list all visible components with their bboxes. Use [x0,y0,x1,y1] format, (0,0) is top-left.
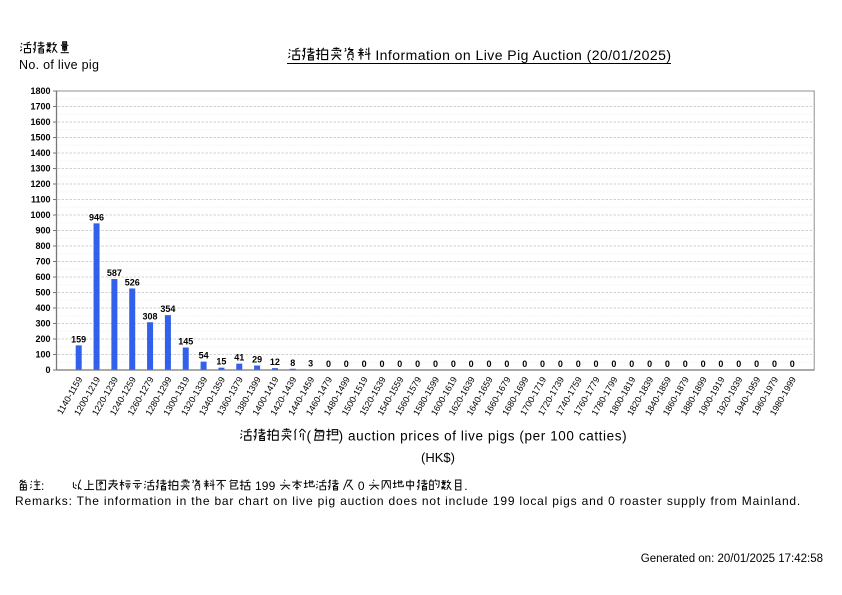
svg-text:8: 8 [290,358,295,368]
svg-text:0: 0 [362,359,367,369]
svg-text:0: 0 [576,359,581,369]
svg-text:0: 0 [326,359,331,369]
svg-text:0: 0 [558,359,563,369]
svg-text:0: 0 [397,359,402,369]
svg-text:800: 800 [35,241,50,251]
svg-text:41: 41 [234,353,244,363]
svg-text:0: 0 [701,359,706,369]
svg-text:3: 3 [308,359,313,369]
svg-text:400: 400 [35,303,50,313]
svg-text:946: 946 [89,212,104,222]
svg-text:0: 0 [629,359,634,369]
svg-text:0: 0 [487,359,492,369]
svg-text:1800: 1800 [30,86,50,96]
svg-text:0: 0 [379,359,384,369]
svg-text:0: 0 [433,359,438,369]
svg-text:0: 0 [540,359,545,369]
svg-text:1400: 1400 [30,148,50,158]
svg-text:1600: 1600 [30,117,50,127]
svg-text:1200: 1200 [30,179,50,189]
svg-text:0: 0 [451,359,456,369]
svg-text:1300: 1300 [30,164,50,174]
svg-text:0: 0 [683,359,688,369]
svg-text:145: 145 [178,337,193,347]
svg-text:0: 0 [647,359,652,369]
svg-text:0: 0 [504,359,509,369]
svg-text:1000: 1000 [30,210,50,220]
svg-text:200: 200 [35,334,50,344]
svg-text:159: 159 [71,334,86,344]
svg-text:300: 300 [35,319,50,329]
svg-text:0: 0 [611,359,616,369]
svg-text:0: 0 [45,365,50,375]
svg-text:0: 0 [665,359,670,369]
svg-text:0: 0 [754,359,759,369]
svg-text:700: 700 [35,257,50,267]
svg-text:1100: 1100 [31,195,51,205]
svg-text:526: 526 [125,277,140,287]
svg-text:0: 0 [790,359,795,369]
svg-text:29: 29 [252,355,262,365]
svg-text:587: 587 [107,268,122,278]
svg-text:354: 354 [160,304,175,314]
svg-text:100: 100 [35,350,50,360]
svg-text:0: 0 [736,359,741,369]
svg-text:0: 0 [718,359,723,369]
svg-text:12: 12 [270,357,280,367]
svg-text:1500: 1500 [30,133,50,143]
svg-text:900: 900 [35,226,50,236]
svg-text:0: 0 [469,359,474,369]
svg-text:0: 0 [522,359,527,369]
svg-text:308: 308 [143,311,158,321]
svg-text:15: 15 [216,357,226,367]
svg-text:0: 0 [772,359,777,369]
svg-text:600: 600 [35,272,50,282]
svg-text:500: 500 [35,288,50,298]
svg-text:0: 0 [594,359,599,369]
svg-text:0: 0 [415,359,420,369]
svg-text:0: 0 [344,359,349,369]
svg-text:54: 54 [199,351,209,361]
svg-text:1700: 1700 [30,102,50,112]
